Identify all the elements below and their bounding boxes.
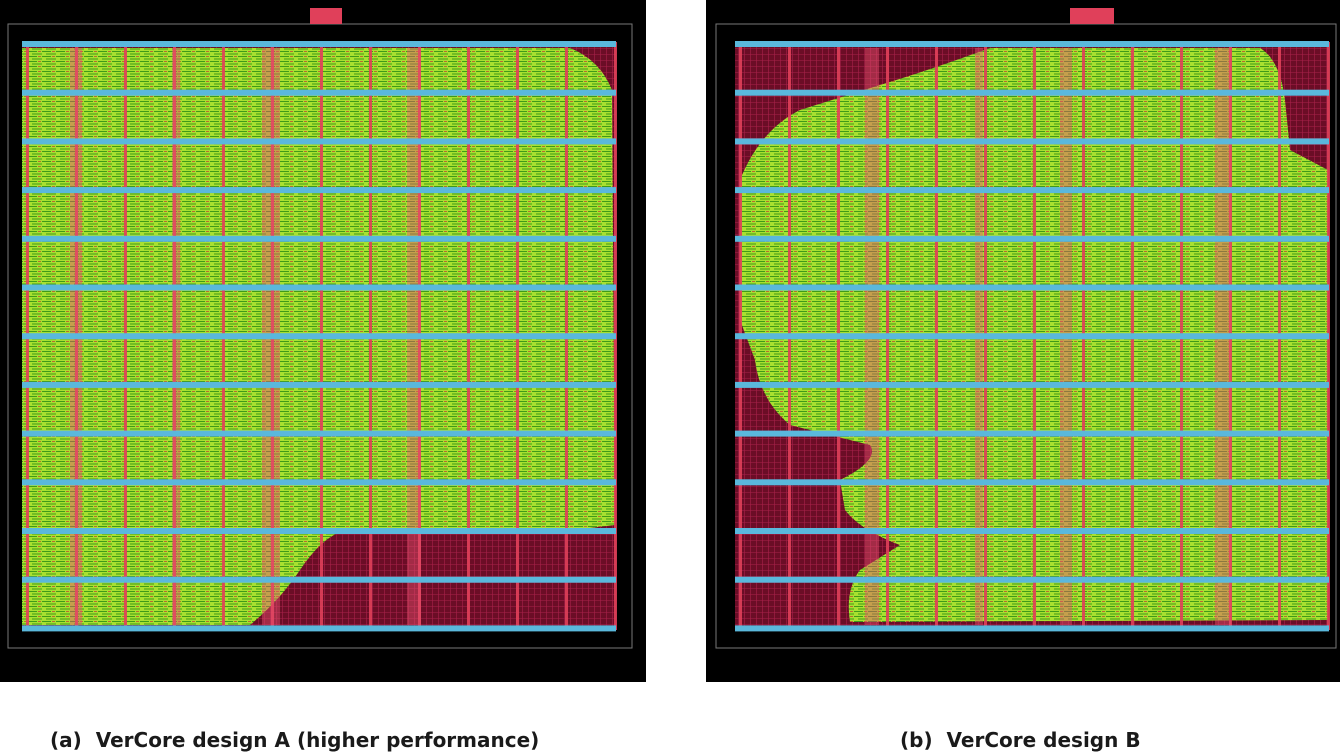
power-rail: [735, 187, 1329, 194]
power-rail: [735, 284, 1329, 291]
power-rail: [735, 576, 1329, 583]
outline: [715, 23, 1337, 649]
pins: [310, 8, 342, 24]
power-rail: [735, 430, 1329, 437]
caption-label: (b): [900, 728, 933, 752]
caption-a: (a) VerCore design A (higher performance…: [50, 728, 539, 752]
power-rail: [22, 138, 616, 145]
caption-text: VerCore design B: [946, 728, 1141, 752]
power-rail: [735, 41, 1329, 47]
power-rail: [22, 284, 616, 291]
power-rail: [735, 381, 1329, 388]
caption-text: VerCore design A (higher performance): [95, 728, 540, 752]
power-rail: [22, 187, 616, 194]
power-rail: [735, 235, 1329, 242]
caption-label: (a): [50, 728, 82, 752]
power-rail: [735, 333, 1329, 340]
power-rail: [22, 41, 616, 47]
power-rail: [22, 235, 616, 242]
power-rail: [735, 89, 1329, 96]
power-rail: [735, 528, 1329, 534]
power-rail: [22, 333, 616, 340]
power-rail: [22, 430, 616, 437]
power-rail: [22, 528, 616, 534]
caption-b: (b) VerCore design B: [900, 728, 1141, 752]
power-rail: [735, 625, 1329, 632]
layout-a: [0, 0, 646, 682]
power-rail: [735, 479, 1329, 486]
power-rail: [22, 479, 616, 486]
layout-b: [706, 0, 1340, 682]
power-rail: [22, 89, 616, 96]
power-rail: [22, 576, 616, 583]
figure: [0, 0, 1340, 682]
power-rail: [22, 625, 616, 632]
power-rail: [22, 381, 616, 388]
power-rail: [735, 138, 1329, 145]
pins: [1070, 8, 1114, 24]
